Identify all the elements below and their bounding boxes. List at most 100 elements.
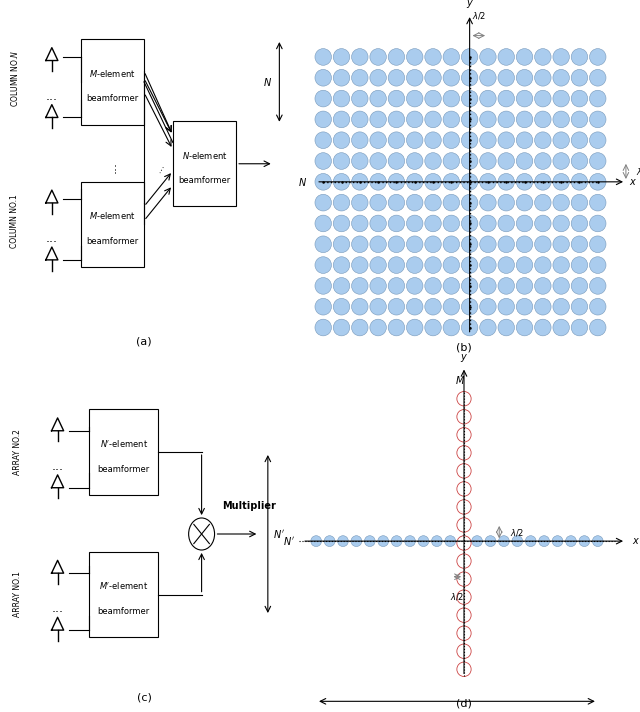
Circle shape [333,152,349,169]
Circle shape [189,518,214,550]
Circle shape [572,152,588,169]
Circle shape [388,298,404,315]
Circle shape [572,174,588,190]
Circle shape [516,236,532,253]
Circle shape [351,278,368,294]
Circle shape [461,278,478,294]
FancyBboxPatch shape [173,121,236,206]
Circle shape [315,319,332,336]
Text: beamformer: beamformer [86,95,138,103]
Circle shape [461,111,478,127]
Circle shape [406,278,423,294]
Circle shape [534,48,551,66]
Circle shape [516,319,532,336]
Circle shape [425,132,441,149]
Circle shape [498,70,515,86]
Circle shape [370,298,387,315]
Circle shape [388,70,404,86]
Circle shape [311,535,321,547]
Text: ...: ... [52,602,63,615]
Circle shape [370,90,387,107]
Circle shape [553,194,570,211]
Circle shape [553,278,570,294]
Circle shape [589,132,606,149]
Circle shape [333,48,349,66]
Circle shape [589,194,606,211]
Circle shape [498,194,515,211]
Circle shape [370,111,387,127]
Text: COLUMN NO.1: COLUMN NO.1 [10,194,19,248]
Circle shape [443,257,460,273]
Circle shape [443,48,460,66]
Circle shape [480,48,496,66]
Circle shape [458,535,469,547]
Circle shape [480,174,496,190]
Circle shape [315,236,332,253]
Circle shape [572,278,588,294]
Circle shape [499,535,509,547]
Circle shape [457,446,471,460]
FancyBboxPatch shape [81,39,144,125]
Text: $\lambda/2$: $\lambda/2$ [450,591,465,602]
Text: $N$: $N$ [263,76,273,88]
Circle shape [425,111,441,127]
Text: $\lambda/2$: $\lambda/2$ [636,166,640,177]
Circle shape [425,257,441,273]
Text: $y$: $y$ [460,352,468,364]
Circle shape [338,535,348,547]
Circle shape [315,215,332,232]
Circle shape [572,257,588,273]
Circle shape [406,152,423,169]
Circle shape [406,70,423,86]
Circle shape [457,409,471,424]
Circle shape [553,236,570,253]
Text: COLUMN NO.$N$: COLUMN NO.$N$ [9,50,20,107]
Text: $N$: $N$ [298,176,307,188]
Circle shape [388,174,404,190]
Circle shape [589,48,606,66]
Text: ...: ... [106,162,119,173]
Text: $x$: $x$ [629,177,637,187]
Circle shape [553,111,570,127]
Circle shape [315,174,332,190]
Circle shape [457,518,471,532]
Circle shape [406,257,423,273]
Text: $y$: $y$ [465,0,474,9]
Circle shape [572,319,588,336]
Circle shape [370,236,387,253]
Text: ...: ... [52,460,63,473]
Circle shape [425,215,441,232]
Circle shape [480,215,496,232]
Circle shape [457,554,471,568]
Text: beamformer: beamformer [98,465,150,473]
Circle shape [461,174,478,190]
Circle shape [589,257,606,273]
Text: $N$-element: $N$-element [182,150,227,161]
Circle shape [457,572,471,586]
Circle shape [351,132,368,149]
Circle shape [425,152,441,169]
Circle shape [572,236,588,253]
Circle shape [534,152,551,169]
Circle shape [315,298,332,315]
FancyBboxPatch shape [90,409,159,495]
Text: (d): (d) [456,698,472,708]
Circle shape [534,319,551,336]
Circle shape [457,392,471,406]
Circle shape [443,152,460,169]
Circle shape [553,174,570,190]
Circle shape [516,174,532,190]
Circle shape [443,278,460,294]
Circle shape [370,48,387,66]
Circle shape [461,319,478,336]
FancyBboxPatch shape [81,182,144,267]
Circle shape [516,90,532,107]
Circle shape [388,90,404,107]
Circle shape [370,70,387,86]
Text: (a): (a) [136,337,152,347]
Circle shape [443,194,460,211]
Circle shape [406,319,423,336]
Circle shape [443,236,460,253]
Circle shape [315,257,332,273]
Circle shape [333,215,349,232]
